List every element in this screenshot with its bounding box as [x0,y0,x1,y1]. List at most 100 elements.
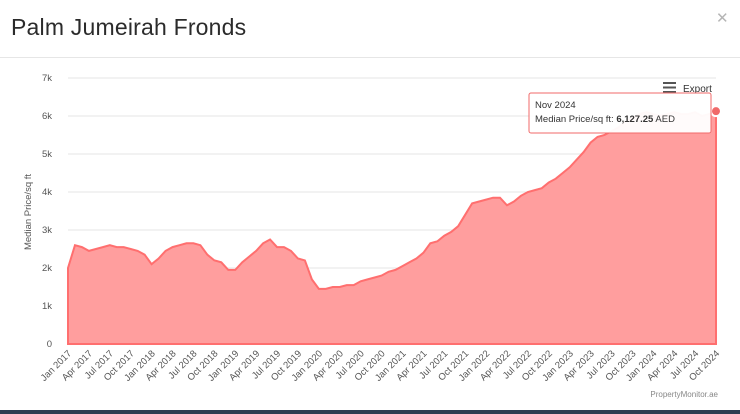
data-point[interactable] [526,190,530,194]
data-point[interactable] [407,260,411,264]
data-point[interactable] [310,277,314,281]
data-point[interactable] [352,283,356,287]
data-point[interactable] [261,241,265,245]
data-point[interactable] [101,245,105,249]
menu-icon [663,82,676,93]
data-point[interactable] [164,249,168,253]
credits-link[interactable]: PropertyMonitor.ae [650,390,718,399]
data-point[interactable] [380,274,384,278]
data-point[interactable] [463,213,467,217]
data-point[interactable] [212,258,216,262]
data-point[interactable] [512,200,516,204]
data-point[interactable] [359,279,363,283]
export-button[interactable]: Export [663,82,712,95]
data-point[interactable] [568,165,572,169]
data-point[interactable] [296,257,300,261]
data-point[interactable] [373,276,377,280]
data-point[interactable] [66,266,70,270]
data-point[interactable] [387,270,391,274]
data-point[interactable] [470,201,474,205]
data-point[interactable] [456,224,460,228]
data-point[interactable] [240,260,244,264]
y-tick-label: 7k [42,73,52,84]
data-point[interactable] [94,247,98,251]
data-point[interactable] [87,249,91,253]
tooltip-date: Nov 2024 [535,100,576,111]
bottom-bar [0,410,740,414]
tooltip-label: Median Price/sq ft: [535,114,614,125]
data-point[interactable] [498,196,502,200]
data-point[interactable] [317,287,321,291]
data-point[interactable] [205,253,209,257]
y-tick-label: 5k [42,149,52,160]
data-point[interactable] [331,285,335,289]
data-point[interactable] [603,133,607,137]
data-point[interactable] [366,277,370,281]
area-series[interactable] [67,109,717,345]
data-point[interactable] [484,198,488,202]
data-point[interactable] [184,241,188,245]
data-point[interactable] [477,200,481,204]
data-point[interactable] [442,234,446,238]
tooltip-unit: AED [655,114,675,125]
y-tick-label: 3k [42,225,52,236]
data-point[interactable] [171,245,175,249]
data-point[interactable] [303,258,307,262]
close-icon[interactable]: ✕ [716,10,729,27]
data-point[interactable] [428,241,432,245]
data-point[interactable] [108,243,112,247]
data-point[interactable] [136,249,140,253]
data-point[interactable] [435,239,439,243]
data-point[interactable] [129,247,133,251]
data-point[interactable] [254,249,258,253]
data-point[interactable] [191,241,195,245]
data-point[interactable] [115,245,119,249]
data-point[interactable] [80,245,84,249]
data-point[interactable] [219,260,223,264]
data-point[interactable] [582,150,586,154]
data-point[interactable] [324,287,328,291]
y-tick-label: 6k [42,111,52,122]
data-point[interactable] [282,245,286,249]
data-point[interactable] [143,253,147,257]
data-point[interactable] [247,255,251,259]
tooltip-line: Median Price/sq ft: 6,127.25 AED [535,114,675,125]
data-point[interactable] [561,171,565,175]
data-point[interactable] [400,264,404,268]
data-point[interactable] [533,188,537,192]
data-point[interactable] [275,245,279,249]
data-point[interactable] [505,203,509,207]
data-point[interactable] [596,135,600,139]
y-tick-label: 1k [42,301,52,312]
data-point[interactable] [589,141,593,145]
data-point[interactable] [289,249,293,253]
data-point[interactable] [157,257,161,261]
data-point[interactable] [519,194,523,198]
hover-marker [710,105,722,118]
data-point[interactable] [547,181,551,185]
data-point[interactable] [73,243,77,247]
data-point[interactable] [491,196,495,200]
data-point[interactable] [177,243,181,247]
data-point[interactable] [345,283,349,287]
data-point[interactable] [414,257,418,261]
export-label: Export [683,84,712,95]
data-point[interactable] [268,238,272,242]
data-point[interactable] [449,230,453,234]
y-tick-label: 2k [42,263,52,274]
data-point[interactable] [198,243,202,247]
data-point[interactable] [554,177,558,181]
data-point[interactable] [233,268,237,272]
chart-header: Palm Jumeirah Fronds ✕ [0,0,740,58]
data-point[interactable] [122,245,126,249]
data-point[interactable] [575,158,579,162]
data-point[interactable] [226,268,230,272]
tooltip: Nov 2024 Median Price/sq ft: 6,127.25 AE… [528,92,712,134]
chart-canvas: 0 1k 2k 3k 4k 5k 6k 7k Median Price/sq ft Jan 2… [23,73,722,399]
data-point[interactable] [338,285,342,289]
data-point[interactable] [393,268,397,272]
data-point[interactable] [421,251,425,255]
data-point[interactable] [540,186,544,190]
data-point[interactable] [150,262,154,266]
